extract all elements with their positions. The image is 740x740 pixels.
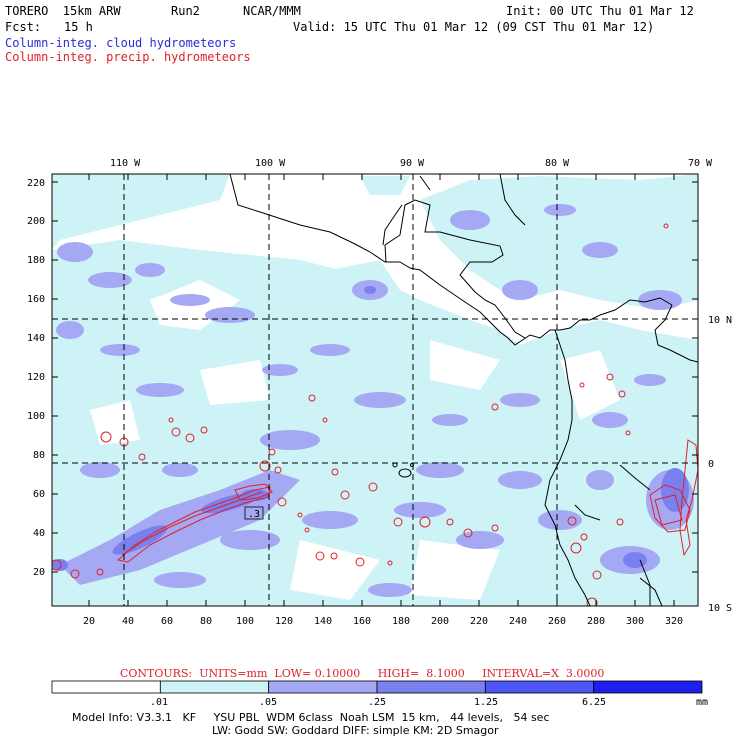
colorbar-label: .05 xyxy=(259,697,277,708)
lat-label-10s: 10 S xyxy=(708,603,732,614)
colorbar-label: 1.25 xyxy=(474,697,498,708)
y-tick-label: 60 xyxy=(33,489,45,500)
field-precip-label: Column-integ. precip. hydrometeors xyxy=(5,50,251,64)
lon-label-80w: 80 W xyxy=(545,158,570,169)
precip-contours xyxy=(52,223,698,606)
lat-label-10n: 10 N xyxy=(708,315,732,326)
x-tick-label: 120 xyxy=(275,616,293,627)
x-tick-label: 280 xyxy=(587,616,605,627)
fcst-value: 15 h xyxy=(64,20,93,34)
x-tick-label: 160 xyxy=(353,616,371,627)
colorbar-segment xyxy=(159,680,270,694)
field-cloud-label: Column-integ. cloud hydrometeors xyxy=(5,36,237,50)
x-tick-label: 200 xyxy=(431,616,449,627)
x-tick-label: 20 xyxy=(83,616,95,627)
colorbar-unit: mm xyxy=(696,697,708,708)
init-time: Init: 00 UTC Thu 01 Mar 12 xyxy=(506,4,694,18)
colorbar xyxy=(51,680,703,694)
coastlines xyxy=(229,174,698,606)
model-info: Model Info: V3.3.1 KF YSU PBL WDM 6class… xyxy=(72,711,550,724)
x-tick-label: 320 xyxy=(665,616,683,627)
physics-info: LW: Godd SW: Goddard DIFF: simple KM: 2D… xyxy=(212,724,499,737)
x-tick-label: 300 xyxy=(626,616,644,627)
inset-label: .3 xyxy=(248,509,260,520)
colorbar-segment xyxy=(268,680,378,694)
fcst-label: Fcst: xyxy=(5,20,42,34)
y-tick-label: 200 xyxy=(27,216,45,227)
colorbar-label: .25 xyxy=(368,697,386,708)
lon-label-70w: 70 W xyxy=(688,158,713,169)
x-tick-label: 140 xyxy=(314,616,332,627)
lat-lon-grid xyxy=(52,174,698,606)
colorbar-segment xyxy=(484,680,595,694)
x-tick-label: 40 xyxy=(122,616,134,627)
map-frame xyxy=(51,173,699,607)
lon-label-110w: 110 W xyxy=(110,158,141,169)
x-tick-label: 100 xyxy=(236,616,254,627)
field-clear-areas xyxy=(90,280,620,600)
model-title: TORERO 15km ARW xyxy=(5,4,121,18)
org-label: NCAR/MMM xyxy=(243,4,301,18)
y-tick-label: 20 xyxy=(33,567,45,578)
colorbar-labels: .01 .05 .25 1.25 6.25 mm xyxy=(150,697,708,708)
y-tick-label: 80 xyxy=(33,450,45,461)
y-tick-labels: 220 200 180 160 140 120 100 80 60 40 20 xyxy=(27,178,45,578)
x-tick-labels: 20 40 60 80 100 120 140 160 180 200 220 … xyxy=(83,616,683,627)
valid-time: Valid: 15 UTC Thu 01 Mar 12 (09 CST Thu … xyxy=(293,20,655,34)
hydrometeor-field: .3 xyxy=(52,174,698,606)
x-tick-label: 180 xyxy=(392,616,410,627)
x-tick-label: 240 xyxy=(509,616,527,627)
longitude-labels: 110 W 100 W 90 W 80 W 70 W xyxy=(110,158,713,169)
x-tick-label: 220 xyxy=(470,616,488,627)
colorbar-segment xyxy=(376,680,486,694)
lon-label-90w: 90 W xyxy=(400,158,425,169)
colorbar-label: 6.25 xyxy=(582,697,606,708)
y-tick-label: 220 xyxy=(27,178,45,189)
lon-label-100w: 100 W xyxy=(255,158,286,169)
x-tick-label: 60 xyxy=(161,616,173,627)
run-label: Run2 xyxy=(171,4,200,18)
colorbar-segment xyxy=(593,680,703,694)
inset-box xyxy=(244,506,264,520)
contour-info: CONTOURS: UNITS=mm LOW= 0.10000 HIGH= 8.… xyxy=(120,667,604,680)
y-tick-label: 160 xyxy=(27,294,45,305)
x-tick-label: 80 xyxy=(200,616,212,627)
axis-ticks xyxy=(52,174,698,606)
y-tick-label: 100 xyxy=(27,411,45,422)
colorbar-label: .01 xyxy=(150,697,168,708)
lat-label-0: 0 xyxy=(708,459,714,470)
x-tick-label: 260 xyxy=(548,616,566,627)
y-tick-label: 40 xyxy=(33,528,45,539)
latitude-labels: 10 N 0 10 S xyxy=(708,315,732,614)
y-tick-label: 180 xyxy=(27,255,45,266)
y-tick-label: 120 xyxy=(27,372,45,383)
y-tick-label: 140 xyxy=(27,333,45,344)
colorbar-segment xyxy=(51,680,161,694)
